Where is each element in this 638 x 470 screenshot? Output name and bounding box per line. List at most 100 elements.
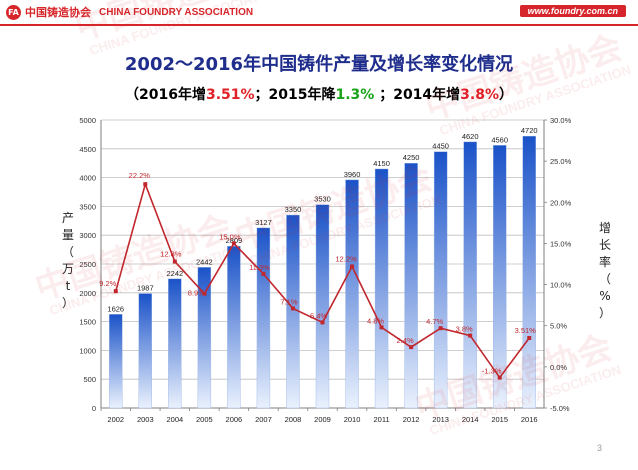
growth-label: 22.2% bbox=[129, 171, 151, 180]
growth-point-2007 bbox=[261, 271, 266, 276]
growth-point-2002 bbox=[113, 289, 118, 294]
y2-tick-label: 5.0% bbox=[550, 322, 567, 331]
bar-label: 4450 bbox=[432, 142, 449, 151]
y-axis-title-char: （ bbox=[62, 245, 74, 259]
y2-axis-title-char: ） bbox=[599, 306, 611, 320]
growth-label: 12.2% bbox=[335, 254, 357, 263]
header-divider bbox=[0, 24, 638, 26]
y2-tick-label: 10.0% bbox=[550, 281, 572, 290]
y2-tick-label: 30.0% bbox=[550, 116, 572, 125]
growth-label: -1.3% bbox=[482, 367, 502, 376]
site-badge: www.foundry.com.cn bbox=[519, 5, 626, 17]
x-tick-label: 2002 bbox=[107, 415, 124, 424]
y-axis-title-char: t bbox=[66, 279, 71, 293]
bar-2013 bbox=[433, 151, 448, 409]
bar-label: 4620 bbox=[462, 132, 479, 141]
growth-label: 8.9% bbox=[188, 289, 205, 298]
y-axis-title-char: 量 bbox=[62, 228, 74, 242]
bar-2005 bbox=[197, 267, 212, 409]
bar-label: 2242 bbox=[166, 269, 183, 278]
subtitle-part-1: （2016年增 bbox=[124, 87, 206, 103]
growth-point-2015 bbox=[497, 375, 502, 380]
bar-label: 4250 bbox=[403, 153, 420, 162]
x-tick-label: 2009 bbox=[314, 415, 331, 424]
growth-point-2004 bbox=[172, 259, 177, 264]
growth-label: 15.0% bbox=[219, 232, 241, 241]
bar-2010 bbox=[345, 179, 359, 409]
header-bar: FA 中国铸造协会 CHINA FOUNDRY ASSOCIATION www.… bbox=[0, 0, 638, 26]
y-tick-label: 500 bbox=[83, 375, 96, 384]
x-tick-label: 2010 bbox=[344, 415, 361, 424]
x-tick-label: 2006 bbox=[226, 415, 243, 424]
y2-tick-label: -5.0% bbox=[550, 404, 570, 413]
bar-2012 bbox=[404, 162, 418, 409]
bar-2014 bbox=[463, 141, 477, 409]
subtitle-part-3: ；2014年增 bbox=[374, 87, 461, 103]
growth-label: 5.4% bbox=[310, 311, 327, 320]
growth-label: 2.4% bbox=[397, 336, 414, 345]
y-axis-title-char: ） bbox=[62, 296, 74, 310]
y2-tick-label: 0.0% bbox=[550, 363, 567, 372]
x-tick-label: 2003 bbox=[137, 415, 154, 424]
x-tick-label: 2012 bbox=[403, 415, 420, 424]
growth-point-2013 bbox=[438, 326, 443, 331]
page-number: 3 bbox=[596, 443, 602, 453]
growth-point-2003 bbox=[143, 182, 148, 187]
growth-label: 12.8% bbox=[160, 250, 182, 259]
growth-point-2012 bbox=[409, 345, 414, 350]
bar-2003 bbox=[138, 293, 152, 409]
growth-label: 7.1% bbox=[280, 297, 297, 306]
x-tick-label: 2015 bbox=[491, 415, 508, 424]
bar-label: 3350 bbox=[285, 205, 302, 214]
growth-label: 11.3% bbox=[249, 263, 270, 272]
y2-axis-title-char: % bbox=[599, 289, 610, 303]
growth-point-2009 bbox=[320, 320, 325, 325]
y-tick-label: 2000 bbox=[79, 289, 96, 298]
bar-2016 bbox=[522, 135, 536, 409]
bar-label: 1626 bbox=[107, 304, 124, 313]
y-tick-label: 1500 bbox=[79, 318, 96, 327]
y2-tick-label: 20.0% bbox=[550, 198, 572, 207]
growth-point-2005 bbox=[202, 291, 207, 296]
growth-point-2006 bbox=[231, 241, 236, 246]
y-tick-label: 2500 bbox=[79, 260, 96, 269]
y2-tick-label: 15.0% bbox=[550, 239, 572, 248]
chart-subtitle: （2016年增3.51%；2015年降1.3% ；2014年增3.8%） bbox=[0, 84, 638, 104]
bar-label: 3960 bbox=[344, 170, 361, 179]
growth-label: 4.8% bbox=[367, 316, 384, 325]
bar-label: 3530 bbox=[314, 195, 331, 204]
bar-label: 1987 bbox=[137, 284, 154, 293]
x-tick-label: 2004 bbox=[166, 415, 183, 424]
x-tick-label: 2013 bbox=[432, 415, 449, 424]
y-tick-label: 1000 bbox=[79, 346, 96, 355]
subtitle-part-4: ） bbox=[499, 87, 513, 103]
bar-2015 bbox=[493, 145, 507, 409]
x-tick-label: 2007 bbox=[255, 415, 272, 424]
bar-label: 2809 bbox=[226, 236, 243, 245]
bar-2002 bbox=[109, 314, 123, 409]
bar-label: 4150 bbox=[373, 159, 390, 168]
y-tick-label: 5000 bbox=[79, 116, 96, 125]
y-tick-label: 0 bbox=[92, 404, 96, 413]
association-logo-icon: FA bbox=[6, 4, 21, 20]
org-name-en: CHINA FOUNDRY ASSOCIATION bbox=[99, 6, 254, 18]
y2-axis-title-char: 长 bbox=[599, 238, 611, 252]
y-tick-label: 3000 bbox=[79, 231, 96, 240]
x-tick-label: 2008 bbox=[285, 415, 302, 424]
growth-label: 9.2% bbox=[99, 279, 116, 288]
bar-2008 bbox=[286, 214, 300, 409]
y-axis-title-char: 产 bbox=[62, 211, 74, 225]
bar-2006 bbox=[227, 246, 241, 409]
bar-label: 2442 bbox=[196, 257, 213, 266]
y2-axis-title-char: （ bbox=[599, 272, 611, 286]
growth-point-2014 bbox=[468, 333, 473, 338]
growth-point-2011 bbox=[379, 325, 384, 330]
growth-point-2010 bbox=[350, 264, 355, 269]
y-tick-label: 4000 bbox=[79, 174, 96, 183]
decline-2015: 1.3% bbox=[335, 87, 375, 103]
growth-2016: 3.51% bbox=[205, 87, 255, 103]
x-tick-label: 2016 bbox=[521, 415, 538, 424]
growth-2014: 3.8% bbox=[460, 87, 499, 103]
